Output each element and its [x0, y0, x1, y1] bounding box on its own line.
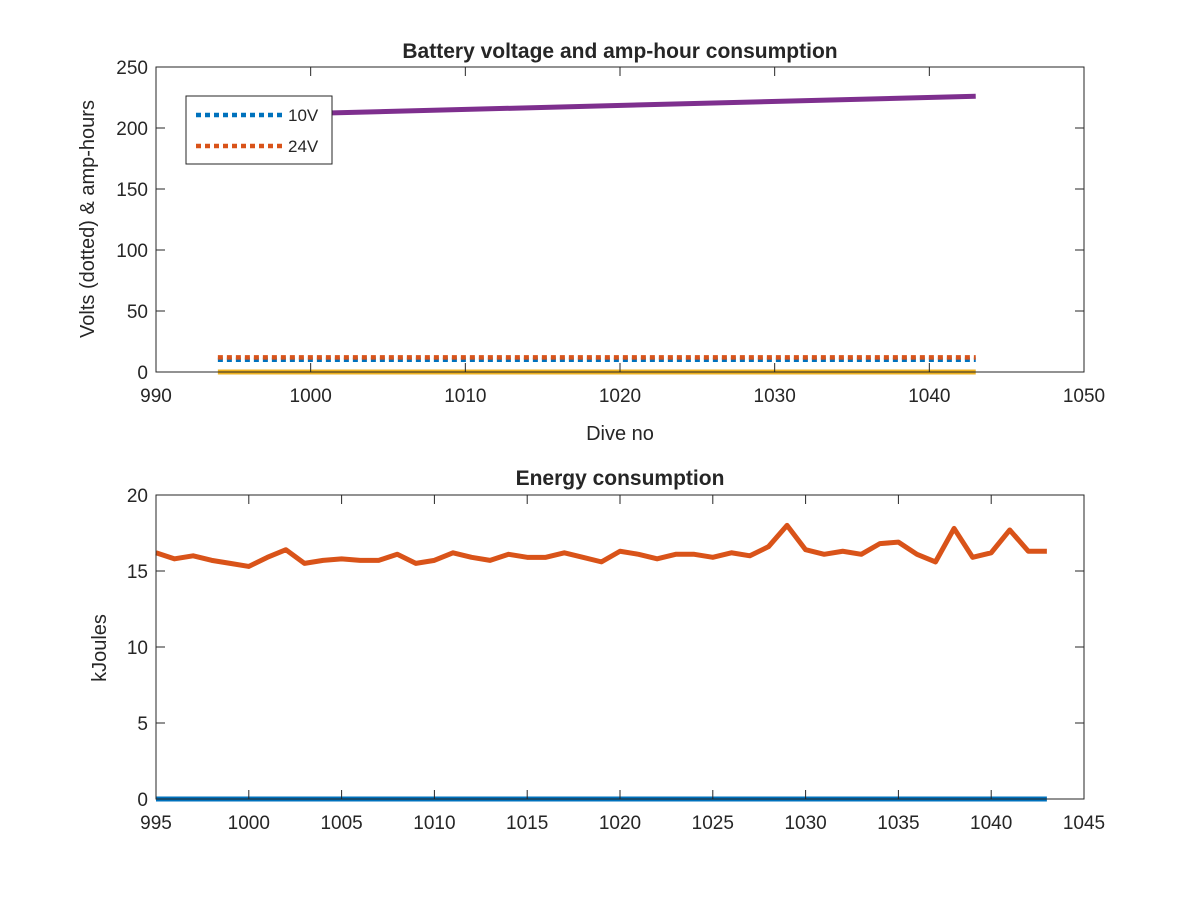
- plot1-xtick-label: 1040: [908, 386, 950, 407]
- legend-label: 10V: [288, 106, 319, 125]
- plot1-legend: 10V 24V: [185, 95, 333, 165]
- plot1-ytick-label: 250: [116, 58, 148, 79]
- plot1-xtick-label: 1050: [1063, 386, 1105, 407]
- plot2-xtick-label: 995: [140, 813, 172, 834]
- plot1-ytick-label: 100: [116, 241, 148, 262]
- plot1-ytick-label: 0: [137, 363, 148, 384]
- plot1-xtick-label: 1020: [599, 386, 641, 407]
- plot1-xtick-label: 990: [140, 386, 172, 407]
- plot1-ytick-label: 200: [116, 119, 148, 140]
- plot1-xtick-label: 1010: [444, 386, 486, 407]
- plot1-ytick-label: 50: [127, 302, 148, 323]
- plot2-ytick-label: 5: [137, 714, 148, 735]
- plot2-xtick-label: 1015: [506, 813, 548, 834]
- plot2-xtick-label: 1040: [970, 813, 1012, 834]
- plot1-xlabel: Dive no: [586, 423, 654, 445]
- voltage-amphour-plot: Battery voltage and amp-hour consumption…: [77, 40, 1105, 445]
- legend-box: [185, 95, 333, 165]
- legend-label: 24V: [288, 137, 319, 156]
- plot1-xtick-label: 1030: [754, 386, 796, 407]
- plot2-xtick-label: 1045: [1063, 813, 1105, 834]
- plot2-xtick-label: 1005: [320, 813, 362, 834]
- plot1-series-2: [217, 93, 976, 119]
- plot2-xtick-label: 1035: [877, 813, 919, 834]
- plot1-ylabel: Volts (dotted) & amp-hours: [77, 100, 99, 338]
- plot2-ytick-label: 0: [137, 790, 148, 811]
- plot2-xtick-label: 1025: [692, 813, 734, 834]
- plot2-ytick-label: 15: [127, 562, 148, 583]
- plot1-title: Battery voltage and amp-hour consumption: [402, 40, 837, 63]
- plot2-title: Energy consumption: [516, 467, 725, 490]
- plot2-ytick-label: 10: [127, 638, 148, 659]
- plot2-xtick-label: 1020: [599, 813, 641, 834]
- energy-consumption-plot: Energy consumption kJoules 995 1000 1005 10…: [89, 467, 1105, 834]
- plot1-ytick-label: 150: [116, 180, 148, 201]
- plot2-ytick-label: 20: [127, 486, 148, 507]
- plot2-series-1: [155, 522, 1047, 569]
- plot2-xtick-label: 1010: [413, 813, 455, 834]
- plot2-xtick-label: 1000: [228, 813, 270, 834]
- plot2-ylabel: kJoules: [89, 614, 111, 682]
- plot1-xtick-label: 1000: [290, 386, 332, 407]
- plot2-xtick-label: 1030: [784, 813, 826, 834]
